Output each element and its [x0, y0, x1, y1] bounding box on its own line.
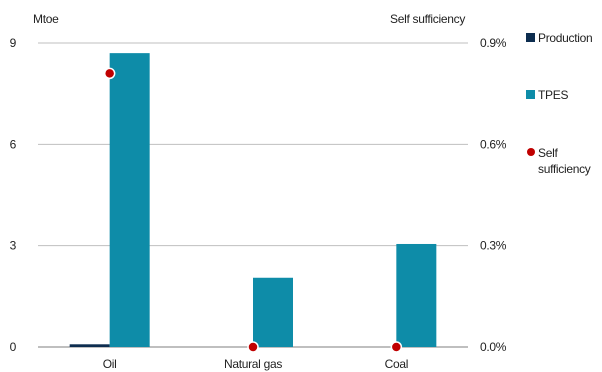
legend-marker-self-sufficiency [527, 148, 535, 156]
y-tick-label-left: 3 [10, 239, 17, 253]
legend-label-self-sufficiency: Self sufficiency [538, 146, 591, 176]
marker-self-sufficiency [390, 341, 403, 353]
y-tick-label-left: 0 [10, 340, 17, 354]
y-tick-label-right: 0.9% [480, 36, 507, 50]
bar-tpes [109, 53, 150, 348]
legend-label-tpes: TPES [538, 88, 569, 102]
legend-label-production: Production [538, 31, 593, 45]
marker-self-sufficiency [247, 341, 259, 353]
y-tick-label-right: 0.3% [480, 239, 507, 253]
legend-swatch-tpes [526, 90, 535, 99]
y-tick-label-right: 0.6% [480, 137, 507, 151]
y-axis-left-title: Mtoe [33, 12, 59, 26]
x-tick-label: Coal [385, 357, 408, 371]
y-axis-right-title: Self sufficiency [390, 12, 466, 26]
y-tick-label-left: 6 [10, 137, 17, 151]
marker-self-sufficiency [103, 67, 116, 80]
bar-tpes [396, 243, 437, 347]
y-tick-label-right: 0.0% [480, 340, 507, 354]
legend-swatch-production [526, 33, 535, 42]
x-tick-label: Natural gas [224, 357, 282, 371]
bar-tpes [253, 277, 293, 347]
x-tick-label: Oil [103, 357, 117, 371]
y-tick-label-left: 9 [10, 36, 17, 50]
bar-production [69, 344, 110, 347]
